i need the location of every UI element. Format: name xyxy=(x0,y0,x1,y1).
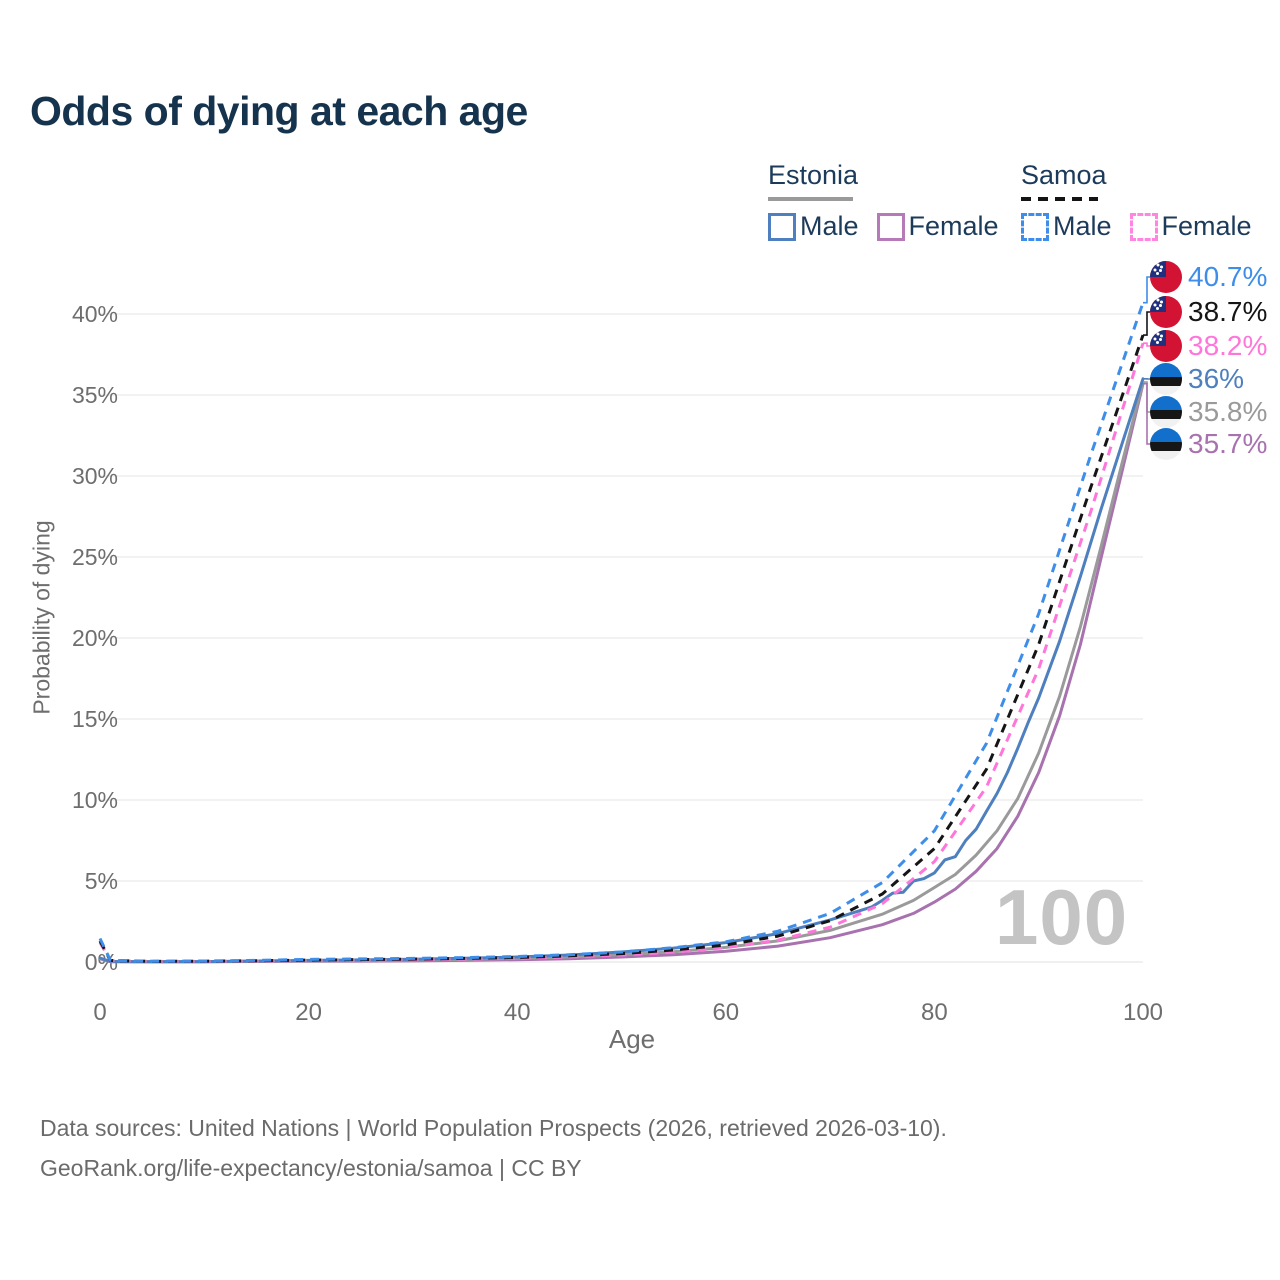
legend-item-estonia-female[interactable]: Female xyxy=(876,211,999,242)
page-title: Odds of dying at each age xyxy=(30,88,528,134)
legend-item-samoa-female[interactable]: Female xyxy=(1129,211,1252,242)
legend-group-estonia: Estonia Male Female xyxy=(768,160,999,242)
samoa-male-swatch xyxy=(1021,212,1049,241)
end-label-connector-samoa-male xyxy=(1143,276,1150,304)
end-value-label-estonia-both: 35.8% xyxy=(1188,396,1267,427)
estonia-male-swatch xyxy=(768,212,796,241)
legend-item-estonia-male[interactable]: Male xyxy=(768,211,859,242)
y-tick-label: 5% xyxy=(85,868,118,894)
legend-item-samoa-male[interactable]: Male xyxy=(1021,211,1112,242)
estonia-female-swatch xyxy=(876,212,905,241)
flag-icon-samoa xyxy=(1150,296,1182,328)
data-source-note: Data sources: United Nations | World Pop… xyxy=(40,1108,947,1188)
samoa-female-swatch xyxy=(1129,212,1158,241)
y-tick-label: 30% xyxy=(72,463,118,489)
end-label-connector-samoa-both xyxy=(1143,311,1150,336)
series-line-samoa-male xyxy=(98,302,1145,963)
y-tick-label: 35% xyxy=(72,382,118,408)
end-value-label-estonia-male: 36% xyxy=(1188,363,1244,394)
x-tick-label: 0 xyxy=(93,999,106,1026)
source-url: GeoRank.org/life-expectancy/estonia/samo… xyxy=(40,1155,582,1181)
y-tick-label: 15% xyxy=(72,706,118,732)
legend-item-label: Female xyxy=(908,211,999,241)
end-label-connector-estonia-female xyxy=(1143,382,1150,445)
flag-icon-estonia xyxy=(1150,363,1182,395)
x-axis-title: Age xyxy=(608,1024,656,1054)
y-tick-label: 40% xyxy=(72,301,118,327)
samoa-line-style-sample xyxy=(1021,197,1098,201)
end-label-connector-samoa-female xyxy=(1143,342,1150,347)
x-tick-label: 40 xyxy=(504,999,531,1026)
x-tick-label: 60 xyxy=(712,999,739,1026)
x-tick-label: 80 xyxy=(921,999,948,1026)
series-line-estonia-male xyxy=(98,377,1145,964)
legend-group-samoa: Samoa Male Female xyxy=(1021,160,1252,242)
x-tick-label: 20 xyxy=(295,999,322,1026)
estonia-line-style-sample xyxy=(768,197,853,201)
end-value-label-estonia-female: 35.7% xyxy=(1188,428,1267,459)
y-tick-label: 20% xyxy=(72,625,118,651)
end-value-label-samoa-both: 38.7% xyxy=(1188,296,1267,327)
series-line-samoa-female xyxy=(98,342,1145,963)
flag-icon-samoa xyxy=(1150,330,1182,362)
source-line: Data sources: United Nations | World Pop… xyxy=(40,1115,947,1141)
x-tick-label: 100 xyxy=(1123,999,1163,1026)
flag-icon-estonia xyxy=(1150,428,1182,460)
series-line-estonia-both xyxy=(98,380,1145,964)
legend-item-label: Male xyxy=(1053,211,1112,241)
flag-icon-estonia xyxy=(1150,396,1182,428)
flag-icon-samoa xyxy=(1150,261,1182,293)
end-value-label-samoa-female: 38.2% xyxy=(1188,330,1267,361)
y-tick-label: 10% xyxy=(72,787,118,813)
legend-item-label: Female xyxy=(1161,211,1252,241)
end-value-label-samoa-male: 40.7% xyxy=(1188,261,1267,292)
legend-item-label: Male xyxy=(800,211,859,241)
series-line-samoa-both xyxy=(98,334,1145,963)
legend-country-label-estonia: Estonia xyxy=(768,160,859,190)
legend-country-label-samoa: Samoa xyxy=(1021,160,1107,190)
age-watermark: 100 xyxy=(995,873,1129,961)
y-tick-label: 25% xyxy=(72,544,118,570)
series-line-estonia-female xyxy=(98,382,1145,964)
